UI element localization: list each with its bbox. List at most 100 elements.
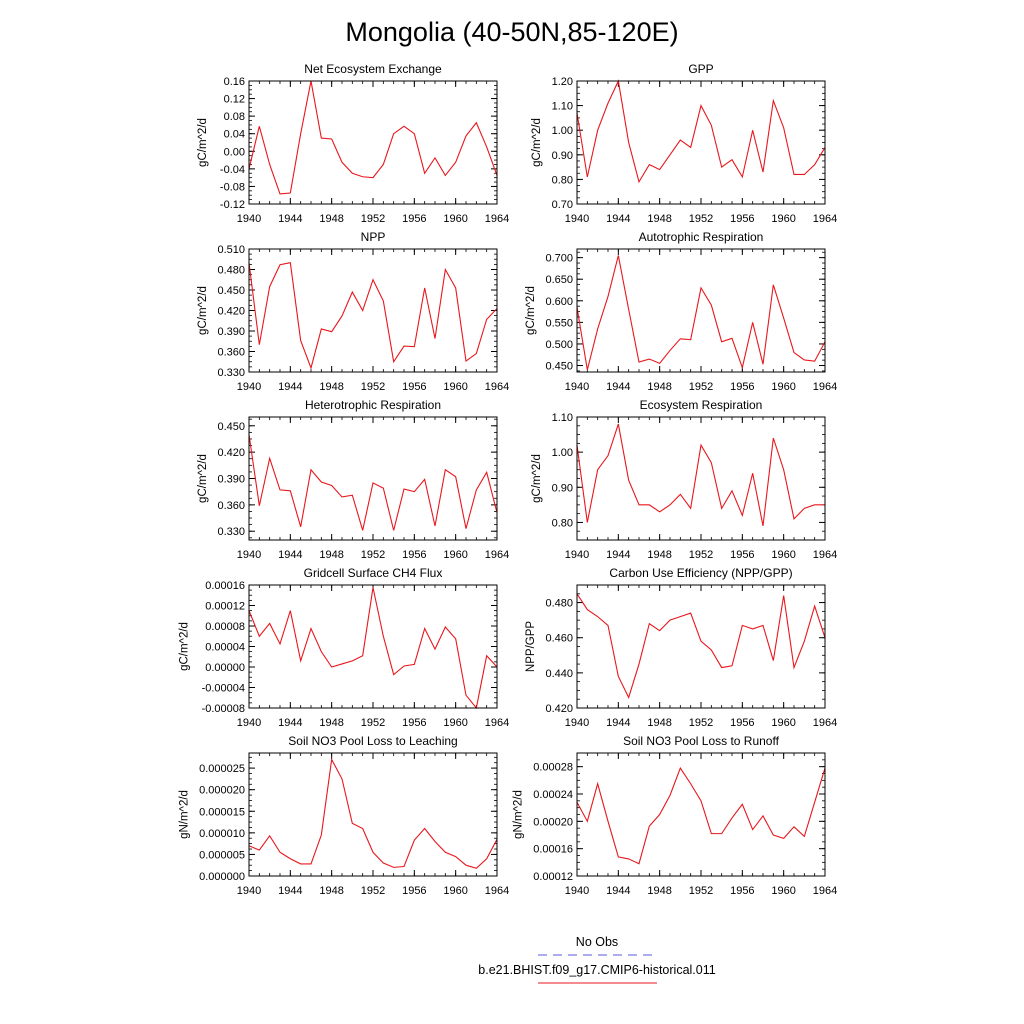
panel-title: Soil NO3 Pool Loss to Leaching	[288, 734, 457, 748]
x-tick-label: 1964	[485, 381, 509, 393]
panel-7: Gridcell Surface CH4 Flux 1940 1944 1948 195…	[178, 566, 509, 729]
plot-frame	[576, 752, 826, 877]
y-tick-label: 0.70	[552, 199, 573, 211]
y-tick-label: 1.00	[552, 125, 573, 137]
y-tick-label: 0.460	[545, 633, 573, 645]
y-tick-label: 0.500	[545, 339, 573, 351]
y-tick-label: 0.00028	[533, 762, 573, 774]
y-tick-label: 0.00004	[205, 642, 245, 654]
x-tick-label: 1944	[278, 885, 302, 897]
y-tick-label: -0.08	[220, 181, 245, 193]
y-tick-label: 0.390	[217, 474, 245, 486]
y-tick-label: -0.12	[220, 199, 245, 211]
y-axis-label: gC/m^2/d	[197, 454, 209, 503]
x-tick-label: 1952	[361, 885, 385, 897]
x-tick-label: 1948	[647, 549, 671, 561]
x-tick-label: 1952	[361, 549, 385, 561]
panel-10: Soil NO3 Pool Loss to Runoff 1940 1944 1948…	[513, 734, 838, 897]
series-line	[248, 757, 498, 869]
y-tick-label: 0.16	[224, 76, 245, 88]
panel-title: Net Ecosystem Exchange	[304, 62, 442, 76]
panels: Net Ecosystem Exchange 1940 1944 1948 1952 19…	[178, 62, 837, 897]
x-tick-label: 1948	[319, 213, 343, 225]
y-tick-label: 0.360	[217, 347, 245, 359]
x-tick-label: 1956	[730, 885, 754, 897]
x-tick-label: 1952	[689, 213, 713, 225]
y-tick-label: 0.00012	[533, 871, 573, 883]
figure-title: Mongolia (40-50N,85-120E)	[345, 17, 678, 47]
x-tick-label: 1960	[771, 549, 795, 561]
plot-frame	[576, 584, 826, 709]
y-tick-label: 0.90	[552, 482, 573, 494]
series-line	[248, 262, 498, 370]
x-tick-label: 1952	[361, 717, 385, 729]
panel-title: Gridcell Surface CH4 Flux	[304, 566, 443, 580]
x-tick-label: 1948	[319, 717, 343, 729]
y-tick-label: 0.00020	[533, 816, 573, 828]
y-tick-label: 0.420	[217, 447, 245, 459]
y-tick-label: 0.450	[217, 421, 245, 433]
y-tick-label: -0.04	[220, 164, 245, 176]
y-tick-label: 0.550	[545, 317, 573, 329]
y-axis-label: gC/m^2/d	[525, 286, 537, 335]
y-tick-label: 0.12	[224, 94, 245, 106]
y-tick-label: 0.00000	[205, 662, 245, 674]
panel-title: Autotrophic Respiration	[639, 230, 764, 244]
x-tick-label: 1944	[278, 213, 302, 225]
y-axis-label: gN/m^2/d	[513, 790, 525, 839]
y-axis-label: gC/m^2/d	[197, 286, 209, 335]
y-tick-label: 0.08	[224, 111, 245, 123]
panel-title: Ecosystem Respiration	[640, 398, 763, 412]
x-tick-label: 1940	[237, 213, 261, 225]
y-tick-label: 1.20	[552, 76, 573, 88]
x-tick-label: 1952	[689, 885, 713, 897]
y-tick-label: 0.450	[217, 285, 245, 297]
x-tick-label: 1956	[402, 717, 426, 729]
x-tick-label: 1952	[361, 213, 385, 225]
series-line	[576, 593, 826, 699]
x-tick-label: 1964	[813, 213, 837, 225]
panel-2: GPP 1940 1944 1948 1952 1956 1960 1964 0.70 0.80 0…	[531, 62, 837, 225]
x-tick-label: 1956	[402, 549, 426, 561]
y-axis-label: gC/m^2/d	[178, 622, 190, 671]
x-tick-label: 1948	[319, 549, 343, 561]
x-tick-label: 1940	[237, 549, 261, 561]
y-tick-label: 0.80	[552, 174, 573, 186]
series-line	[248, 80, 498, 195]
x-tick-label: 1956	[730, 549, 754, 561]
x-tick-label: 1944	[278, 381, 302, 393]
x-tick-label: 1964	[813, 885, 837, 897]
panel-title: NPP	[361, 230, 386, 244]
x-tick-label: 1956	[402, 213, 426, 225]
y-tick-label: 0.600	[545, 296, 573, 308]
x-tick-label: 1952	[689, 381, 713, 393]
y-tick-label: 0.000010	[199, 828, 245, 840]
x-tick-label: 1948	[647, 717, 671, 729]
series-line	[248, 587, 498, 710]
y-axis-label: gN/m^2/d	[178, 790, 190, 839]
x-tick-label: 1960	[443, 213, 467, 225]
x-tick-label: 1944	[606, 213, 630, 225]
y-tick-label: 0.650	[545, 274, 573, 286]
x-tick-label: 1944	[606, 549, 630, 561]
x-tick-label: 1944	[606, 717, 630, 729]
series-line	[576, 423, 825, 527]
x-tick-label: 1956	[730, 213, 754, 225]
x-tick-label: 1952	[361, 381, 385, 393]
y-tick-label: 0.90	[552, 150, 573, 162]
y-tick-label: 0.330	[217, 526, 245, 538]
y-tick-label: 0.04	[224, 129, 245, 141]
x-tick-label: 1956	[730, 717, 754, 729]
x-tick-label: 1952	[689, 549, 713, 561]
y-tick-label: 0.440	[545, 668, 573, 680]
y-tick-label: 0.330	[217, 367, 245, 379]
y-tick-label: 0.000005	[199, 849, 245, 861]
x-tick-label: 1964	[485, 717, 509, 729]
panel-title: Carbon Use Efficiency (NPP/GPP)	[609, 566, 792, 580]
plot-frame	[576, 248, 826, 373]
y-tick-label: -0.00008	[202, 703, 245, 715]
x-tick-label: 1940	[565, 885, 589, 897]
y-tick-label: 0.80	[552, 517, 573, 529]
panel-9: Soil NO3 Pool Loss to Leaching 1940 1944 19…	[178, 734, 509, 897]
panel-title: Soil NO3 Pool Loss to Runoff	[623, 734, 780, 748]
